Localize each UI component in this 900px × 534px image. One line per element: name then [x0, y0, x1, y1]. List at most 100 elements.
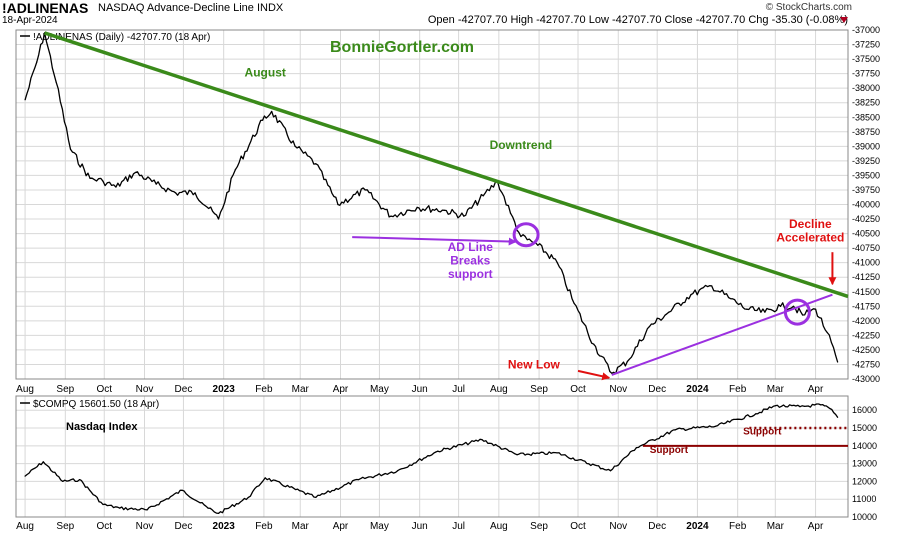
x-tick-label: Mar	[292, 384, 310, 395]
x-tick-label: Dec	[175, 384, 193, 395]
data-point	[774, 405, 776, 407]
top-panel-label: !ADLINENAS (Daily) -42707.70 (18 Apr)	[33, 32, 210, 43]
data-point	[358, 479, 360, 481]
data-point	[481, 438, 483, 441]
chart-date: 18-Apr-2024	[2, 15, 58, 26]
data-point	[463, 215, 465, 217]
data-point	[635, 447, 638, 449]
x-tick-label: 2023	[213, 521, 236, 532]
data-point	[207, 507, 209, 509]
x-tick-label: Oct	[570, 384, 586, 395]
data-point	[175, 192, 177, 194]
x-tick-label: Feb	[729, 384, 747, 395]
data-point	[820, 404, 822, 406]
y-tick-label: -37000	[852, 25, 880, 35]
y-tick-label: 11000	[852, 494, 876, 504]
x-tick-label: 2024	[686, 384, 709, 395]
x-tick-label: Dec	[175, 521, 193, 532]
data-point	[42, 461, 44, 463]
data-point	[217, 512, 220, 515]
bottom-y-axis: 10000 11000 12000 13000 14000 15000 16000	[852, 405, 877, 522]
x-tick-label: Nov	[609, 521, 627, 532]
y-tick-label: -40500	[852, 229, 880, 239]
x-tick-label: Jul	[452, 521, 465, 532]
watermark: BonnieGortler.com	[330, 39, 474, 56]
y-tick-label: -39750	[852, 185, 880, 195]
annotation-label: Downtrend	[490, 138, 553, 152]
top-legend: !ADLINENAS (Daily) -42707.70 (18 Apr)	[20, 32, 210, 43]
source-credit: © StockCharts.com	[765, 2, 852, 13]
x-tick-label: 2023	[213, 384, 236, 395]
data-point	[337, 203, 339, 206]
data-point	[217, 218, 220, 220]
x-tick-label: Nov	[609, 384, 627, 395]
data-point	[668, 311, 670, 313]
y-tick-label: -37500	[852, 54, 880, 64]
y-tick-label: -39250	[852, 156, 880, 166]
y-tick-label: -40250	[852, 214, 880, 224]
data-point	[801, 314, 804, 316]
data-point	[799, 406, 801, 408]
data-point	[592, 343, 595, 345]
data-point	[155, 183, 157, 185]
y-tick-label: 13000	[852, 459, 877, 469]
x-tick-label: Nov	[136, 384, 154, 395]
annotation-label: Support	[650, 445, 689, 456]
data-point	[69, 148, 72, 150]
y-tick-label: -40750	[852, 243, 880, 253]
y-tick-label: -42500	[852, 345, 880, 355]
x-tick-label: Aug	[490, 384, 508, 395]
x-tick-label: Sep	[530, 384, 548, 395]
ticker-name: NASDAQ Advance-Decline Line INDX	[98, 2, 284, 14]
ticker-symbol: !ADLINENAS	[2, 0, 89, 16]
data-point	[181, 489, 183, 491]
data-point	[556, 452, 558, 454]
nasdaq-line	[24, 403, 839, 515]
annotation-label: Decline	[789, 217, 832, 231]
y-tick-label: 15000	[852, 423, 877, 433]
top-y-axis: -37000 -37250 -37500 -37750 -38000 -38250 -385…	[852, 25, 880, 384]
annotation-label: Support	[743, 426, 782, 437]
data-point	[194, 192, 196, 194]
x-tick-label: Dec	[648, 521, 666, 532]
top-panel-grid	[16, 29, 848, 380]
data-point	[36, 61, 38, 63]
change-down-icon	[840, 17, 848, 23]
bottom-panel-frame	[15, 395, 849, 518]
y-tick-label: -39000	[852, 141, 880, 151]
data-point	[102, 503, 104, 506]
x-tick-label: Mar	[767, 521, 785, 532]
x-tick-label: Jun	[412, 521, 428, 532]
x-tick-label: Feb	[255, 384, 273, 395]
x-tick-label: Aug	[490, 521, 508, 532]
data-point	[364, 189, 366, 191]
x-tick-label: Aug	[16, 384, 34, 395]
y-tick-label: -38000	[852, 83, 880, 93]
data-point	[115, 186, 117, 188]
x-tick-label: Sep	[56, 521, 74, 532]
data-point	[764, 311, 766, 313]
data-point	[837, 416, 839, 418]
annotation-shapes	[44, 31, 849, 447]
x-tick-label: Mar	[292, 521, 310, 532]
data-point	[746, 308, 748, 310]
data-point	[814, 308, 817, 310]
data-point	[715, 425, 717, 427]
data-point	[674, 429, 676, 431]
data-point	[755, 413, 757, 415]
y-tick-label: -42750	[852, 359, 880, 369]
y-tick-label: -39500	[852, 170, 880, 180]
data-point	[573, 302, 575, 304]
support-break-arrow	[352, 236, 517, 246]
downtrend-line	[44, 31, 849, 299]
data-point	[24, 475, 26, 477]
data-point	[509, 212, 512, 214]
data-point	[55, 81, 57, 83]
x-tick-label: Apr	[808, 384, 824, 395]
data-point	[837, 361, 839, 363]
data-point	[611, 372, 613, 374]
x-tick-label: Apr	[808, 521, 824, 532]
bottom-panel-title: Nasdaq Index	[66, 421, 138, 433]
